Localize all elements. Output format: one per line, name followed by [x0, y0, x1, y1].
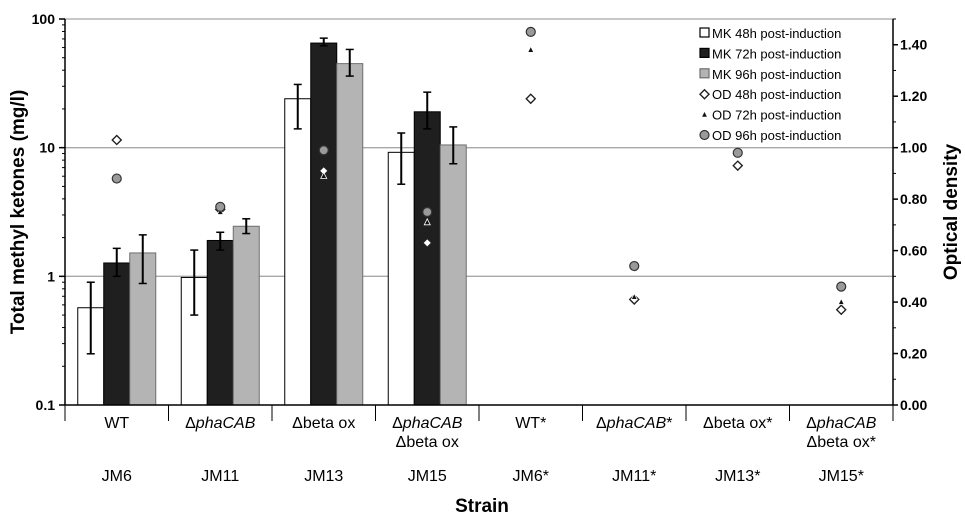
- x-category-label-line2: Δbeta ox*: [807, 434, 876, 451]
- strain-label: JM15*: [819, 468, 864, 485]
- bar: [206, 239, 234, 406]
- od-72h-marker: [837, 297, 845, 305]
- bar: [284, 98, 312, 406]
- od-96h-marker: [422, 206, 433, 218]
- legend: MK 48h post-induction MK 72h post-inducti…: [699, 26, 841, 143]
- od-72h-marker: [630, 292, 638, 300]
- bar-marks: [77, 37, 467, 406]
- bar: [336, 63, 364, 406]
- x-category-label-line2: Δbeta ox: [396, 434, 459, 451]
- od-48h-marker: [111, 134, 123, 146]
- od-72h-marker: [320, 171, 328, 179]
- od-96h-marker: [629, 260, 640, 272]
- legend-label: OD 48h post-induction: [712, 87, 841, 102]
- od-48h-marker: [421, 237, 433, 249]
- x-category-label: ΔphaCAB: [392, 415, 463, 432]
- y2-tick-label: 0.60: [900, 243, 927, 259]
- legend-label: MK 72h post-induction: [712, 46, 841, 61]
- od-48h-marker: [699, 88, 710, 100]
- x-axis-title: Strain: [455, 496, 509, 517]
- od-72h-marker: [700, 110, 709, 118]
- od-96h-marker: [836, 281, 847, 292]
- legend-swatch: [699, 47, 710, 59]
- legend-label: MK 48h post-induction: [712, 26, 841, 41]
- y2-tick-label: 0.80: [900, 191, 927, 207]
- legend-label: MK 96h post-induction: [712, 67, 841, 82]
- gridlines: [65, 18, 893, 277]
- x-category-labels: WT JM6 ΔphaCAB JM11 Δbeta ox JM13 ΔphaCAB Δbeta…: [102, 415, 877, 485]
- strain-label: JM6: [102, 468, 132, 485]
- bar: [232, 225, 260, 406]
- x-category-label: WT: [104, 415, 129, 432]
- bar: [413, 111, 441, 406]
- x-category-label: WT*: [515, 415, 546, 432]
- od-48h-marker: [525, 93, 537, 105]
- od-96h-marker: [318, 145, 329, 156]
- legend-label: OD 72h post-induction: [712, 108, 841, 123]
- strain-label: JM11*: [612, 468, 656, 485]
- legend-label: OD 96h post-induction: [712, 128, 841, 143]
- strain-label: JM6*: [513, 468, 549, 485]
- bar: [103, 262, 131, 406]
- legend-swatch: [699, 68, 710, 79]
- y2-tick-label: 0.00: [900, 397, 927, 413]
- strain-label: JM13: [304, 468, 343, 485]
- od-96h-marker: [215, 201, 226, 212]
- od-48h-marker: [732, 160, 744, 172]
- x-category-label: ΔphaCAB*: [596, 415, 673, 432]
- y2-tick-label: 1.20: [900, 88, 927, 104]
- x-category-label: Δbeta ox*: [703, 415, 772, 432]
- y2-axis-title: Optical density: [941, 143, 962, 280]
- y-axis-title: Total methyl ketones (mg/l): [8, 90, 29, 335]
- od-72h-marker: [527, 45, 535, 53]
- y2-tick-label: 0.40: [900, 294, 927, 310]
- x-category-label: Δbeta ox: [292, 415, 355, 432]
- strain-label: JM15: [408, 468, 447, 485]
- y-tick-label: 100: [32, 11, 56, 27]
- axes: 0.1 1 10 100 0.00 0.20 0.40 0.60 0.80 1.00 1.20 1.4…: [32, 11, 927, 421]
- bar: [310, 42, 338, 406]
- y2-tick-label: 1.00: [900, 140, 927, 156]
- bar: [387, 151, 415, 406]
- legend-swatch: [699, 27, 710, 38]
- x-category-label: ΔphaCAB: [806, 415, 877, 432]
- y2-tick-label: 1.40: [900, 37, 927, 53]
- y-tick-label: 10: [39, 140, 55, 156]
- bar: [439, 144, 467, 406]
- y-tick-label: 1: [47, 268, 55, 284]
- od-48h-marker: [835, 304, 847, 316]
- od-96h-marker: [111, 173, 122, 184]
- y2-tick-label: 0.20: [900, 346, 927, 362]
- strain-label: JM11: [201, 468, 239, 485]
- od-72h-marker: [423, 217, 431, 226]
- x-category-label: ΔphaCAB: [185, 415, 256, 432]
- od-96h-marker: [732, 147, 743, 158]
- od-96h-marker: [699, 129, 710, 141]
- od-96h-marker: [525, 26, 536, 37]
- od-markers: [111, 26, 847, 316]
- y-tick-label: 0.1: [36, 397, 56, 413]
- strain-label: JM13*: [715, 468, 760, 485]
